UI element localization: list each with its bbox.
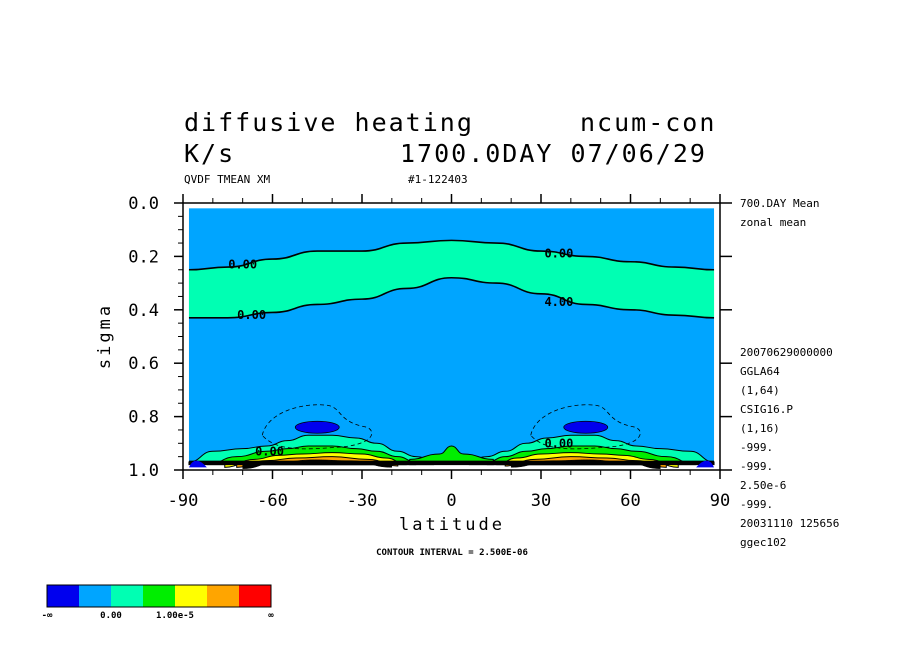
side-top-line-1: zonal mean	[740, 216, 806, 229]
colorbar: -∞ 0.00 1.00e-5 ∞	[42, 584, 274, 621]
side-info: 700.DAY Mean zonal mean 20070629000000 GGLA…	[740, 197, 839, 549]
contour-label-0: 0.00	[228, 257, 257, 271]
side-top-line-0: 700.DAY Mean	[740, 197, 819, 210]
side-meta-line-9: 20031110 125656	[740, 517, 839, 530]
contour-label-2: 0.00	[544, 247, 573, 261]
negative-minimum-1	[563, 420, 609, 434]
y-tick-label-3: 0.6	[128, 354, 159, 374]
x-tick-label-0: -90	[168, 491, 199, 511]
y-tick-label-4: 0.8	[128, 408, 159, 428]
colorbar-swatch-2	[111, 585, 143, 607]
contour-label-1: 0.00	[237, 308, 266, 322]
colorbar-label-1: 0.00	[100, 611, 122, 621]
colorbar-swatch-5	[207, 585, 239, 607]
side-meta-line-5: -999.	[740, 441, 773, 454]
x-axis-label: latitude	[399, 515, 505, 535]
colorbar-border	[46, 584, 272, 608]
negative-contour-1	[530, 404, 641, 450]
day-date-label: 1700.0DAY 07/06/29	[400, 139, 707, 168]
axes: -90 -60 -30 0 30 60 90 0.0 0.2 0.4 0.6 0.8 1.0	[128, 194, 732, 511]
colorbar-swatch-3	[143, 585, 175, 607]
contour-line-upper	[188, 239, 715, 271]
side-meta-line-8: -999.	[740, 498, 773, 511]
negative-contour-0	[261, 404, 373, 450]
contour-label-5: 0.00	[544, 436, 573, 450]
side-meta-line-0: 20070629000000	[740, 346, 833, 359]
y-axis-label: sigma	[95, 303, 115, 369]
edge-minimum-south	[188, 460, 207, 468]
colorbar-swatch-0	[47, 585, 79, 607]
x-tick-label-3: 0	[446, 491, 456, 511]
side-meta-line-10: ggec102	[740, 536, 786, 549]
x-tick-label-5: 60	[620, 491, 640, 511]
upper-band-fill	[188, 240, 715, 318]
chart-title: diffusive heating	[184, 108, 474, 137]
y-tick-label-5: 1.0	[128, 461, 159, 481]
run-label: #1-122403	[408, 173, 468, 186]
contour-lines	[188, 239, 715, 450]
colorbar-swatch-4	[175, 585, 207, 607]
x-tick-label-2: -30	[347, 491, 378, 511]
y-tick-label-1: 0.2	[128, 247, 159, 267]
side-meta-line-1: GGLA64	[740, 365, 780, 378]
units-label: K/s	[184, 139, 235, 168]
contour-label-3: 4.00	[544, 295, 573, 309]
equatorial-bump	[409, 445, 494, 466]
contour-label-4: 0.00	[255, 444, 284, 458]
side-meta-line-3: CSIG16.P	[740, 403, 793, 416]
x-tick-label-6: 90	[710, 491, 730, 511]
colorbar-swatch-6	[239, 585, 271, 607]
colorbar-label-2: 1.00e-5	[156, 611, 194, 621]
contour-fills	[188, 208, 715, 469]
side-meta-line-6: -999.	[740, 460, 773, 473]
contour-labels: 0.00 0.00 0.00 4.00 0.00 0.00	[228, 247, 573, 459]
contour-line-lower	[188, 276, 715, 319]
contour-interval-label: CONTOUR INTERVAL = 2.500E-06	[376, 548, 528, 558]
side-meta-line-7: 2.50e-6	[740, 479, 786, 492]
side-meta-line-4: (1,16)	[740, 422, 780, 435]
colorbar-label-0: -∞	[42, 611, 53, 621]
edge-minimum-north	[696, 460, 715, 468]
colorbar-swatch-1	[79, 585, 111, 607]
negative-minimum-0	[294, 420, 340, 434]
field-label: QVDF TMEAN XM	[184, 173, 270, 186]
colorbar-label-3: ∞	[268, 611, 274, 621]
x-tick-label-4: 30	[531, 491, 551, 511]
side-meta-line-2: (1,64)	[740, 384, 780, 397]
y-tick-label-2: 0.4	[128, 301, 159, 321]
x-tick-label-1: -60	[257, 491, 288, 511]
surface-floor	[188, 460, 715, 465]
experiment-name: ncum-con	[580, 108, 716, 137]
y-tick-label-0: 0.0	[128, 194, 159, 214]
